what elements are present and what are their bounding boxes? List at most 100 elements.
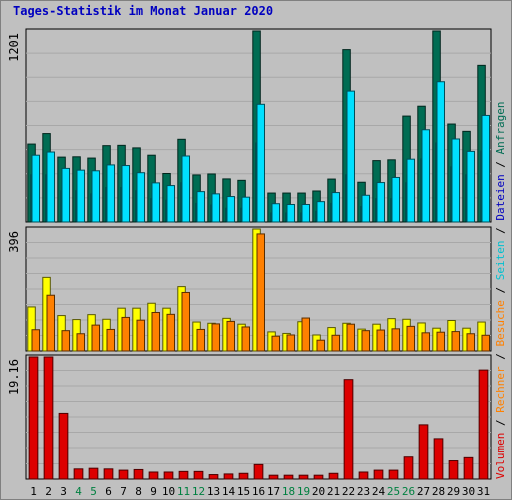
bar-dateien-day-7: [121, 165, 130, 223]
bar-besuche-day-15: [241, 326, 250, 352]
bar-besuche-day-9: [151, 311, 160, 352]
bar-volumen-day-18: [283, 474, 294, 480]
x-tick-label-13: 13: [207, 485, 220, 498]
panel-bottom: 19.16: [7, 354, 492, 480]
bar-shadow-day-28: [435, 142, 437, 222]
bar-dateien-day-21: [331, 192, 340, 223]
panel-top: 1201: [7, 28, 492, 223]
bar-shadow-day-4: [75, 190, 77, 222]
bar-shadow-day-26: [405, 182, 407, 222]
legend: Volumen / Rechner / Besuche / Seiten / D…: [494, 101, 507, 479]
x-tick-label-31: 31: [477, 485, 490, 498]
bar-dateien-day-27: [421, 129, 430, 223]
bar-dateien-day-26: [406, 158, 415, 223]
legend-separator: /: [494, 280, 507, 300]
bar-besuche-day-7: [121, 316, 130, 352]
bar-besuche-day-13: [211, 323, 220, 352]
bar-dateien-day-18: [286, 204, 295, 223]
panel-bottom-ytick-label: 19.16: [7, 359, 21, 395]
bar-shadow-day-14: [225, 207, 227, 222]
bar-dateien-day-4: [76, 169, 85, 223]
bar-dateien-day-29: [451, 138, 460, 223]
bar-shadow-day-5: [90, 193, 92, 222]
bar-dateien-day-14: [226, 196, 235, 223]
bar-dateien-day-12: [196, 191, 205, 223]
x-tick-label-4: 4: [75, 485, 82, 498]
bar-volumen-day-5: [88, 467, 99, 480]
bar-dateien-day-17: [271, 203, 280, 223]
bar-besuche-day-17: [271, 335, 280, 352]
bar-dateien-day-13: [211, 193, 220, 223]
bar-shadow-day-8: [135, 190, 137, 222]
bar-shadow-day-31: [480, 150, 482, 222]
bar-besuche-day-26: [406, 325, 415, 352]
bar-besuche-day-22: [346, 323, 355, 352]
x-tick-label-8: 8: [135, 485, 142, 498]
bar-shadow-day-7: [120, 187, 122, 222]
x-tick-label-5: 5: [90, 485, 97, 498]
bar-volumen-day-2: [43, 356, 54, 480]
bar-dateien-day-11: [181, 155, 190, 223]
bar-besuche-day-16: [256, 233, 265, 352]
x-tick-label-20: 20: [312, 485, 325, 498]
bar-besuche-day-10: [166, 313, 175, 352]
x-axis-labels: 1 2 3 4 5 6 7 8 9 10 11 12 13 14 15 16 17 18 19 20 21 22 23 24 2…: [30, 485, 490, 498]
x-tick-label-29: 29: [447, 485, 460, 498]
bar-volumen-day-13: [208, 474, 219, 480]
bar-besuche-day-4: [76, 333, 85, 352]
bar-besuche-day-1: [31, 329, 40, 352]
bar-besuche-day-3: [61, 330, 70, 352]
bar-volumen-day-17: [268, 474, 279, 480]
bar-dateien-day-24: [376, 182, 385, 223]
bar-volumen-day-6: [103, 468, 114, 480]
bar-shadow-day-27: [420, 158, 422, 222]
x-tick-label-10: 10: [162, 485, 175, 498]
bar-dateien-day-10: [166, 185, 175, 223]
x-tick-label-11: 11: [177, 485, 190, 498]
panel-top-ytick-label: 1201: [7, 33, 21, 62]
bar-volumen-day-10: [163, 471, 174, 480]
x-tick-label-23: 23: [357, 485, 370, 498]
x-tick-label-7: 7: [120, 485, 127, 498]
bar-besuche-day-30: [466, 333, 475, 352]
bar-volumen-day-23: [358, 471, 369, 480]
bar-besuche-day-25: [391, 328, 400, 352]
bar-shadow-day-29: [450, 166, 452, 222]
x-tick-label-30: 30: [462, 485, 475, 498]
legend-item-seiten: Seiten: [494, 241, 507, 281]
bar-shadow-day-11: [180, 182, 182, 222]
bar-volumen-day-11: [178, 470, 189, 480]
x-tick-label-19: 19: [297, 485, 310, 498]
legend-separator: /: [494, 154, 507, 174]
bar-dateien-day-8: [136, 172, 145, 223]
x-tick-label-17: 17: [267, 485, 280, 498]
bar-volumen-day-12: [193, 470, 204, 480]
bar-shadow-day-16: [255, 142, 257, 222]
legend-item-anfragen: Anfragen: [494, 101, 507, 154]
x-tick-label-16: 16: [252, 485, 265, 498]
bar-volumen-day-19: [298, 474, 309, 480]
bar-dateien-day-5: [91, 170, 100, 223]
bar-volumen-day-1: [28, 356, 39, 480]
x-tick-label-28: 28: [432, 485, 445, 498]
bar-shadow-day-30: [465, 174, 467, 222]
bar-dateien-day-15: [241, 196, 250, 223]
bar-shadow-day-21: [330, 202, 332, 222]
bar-volumen-day-8: [133, 468, 144, 480]
bar-volumen-day-4: [73, 468, 84, 480]
bar-dateien-day-28: [436, 81, 445, 223]
legend-item-besuche: Besuche: [494, 300, 507, 346]
bar-volumen-day-22: [343, 379, 354, 480]
bar-besuche-day-31: [481, 334, 490, 352]
x-tick-label-27: 27: [417, 485, 430, 498]
bar-volumen-day-21: [328, 472, 339, 480]
bar-volumen-day-3: [58, 412, 69, 480]
bar-shadow-day-22: [345, 174, 347, 222]
bar-dateien-day-30: [466, 150, 475, 223]
bar-besuche-day-24: [376, 329, 385, 352]
bar-shadow-day-23: [360, 206, 362, 222]
bar-besuche-day-5: [91, 324, 100, 352]
legend-item-dateien: Dateien: [494, 174, 507, 220]
